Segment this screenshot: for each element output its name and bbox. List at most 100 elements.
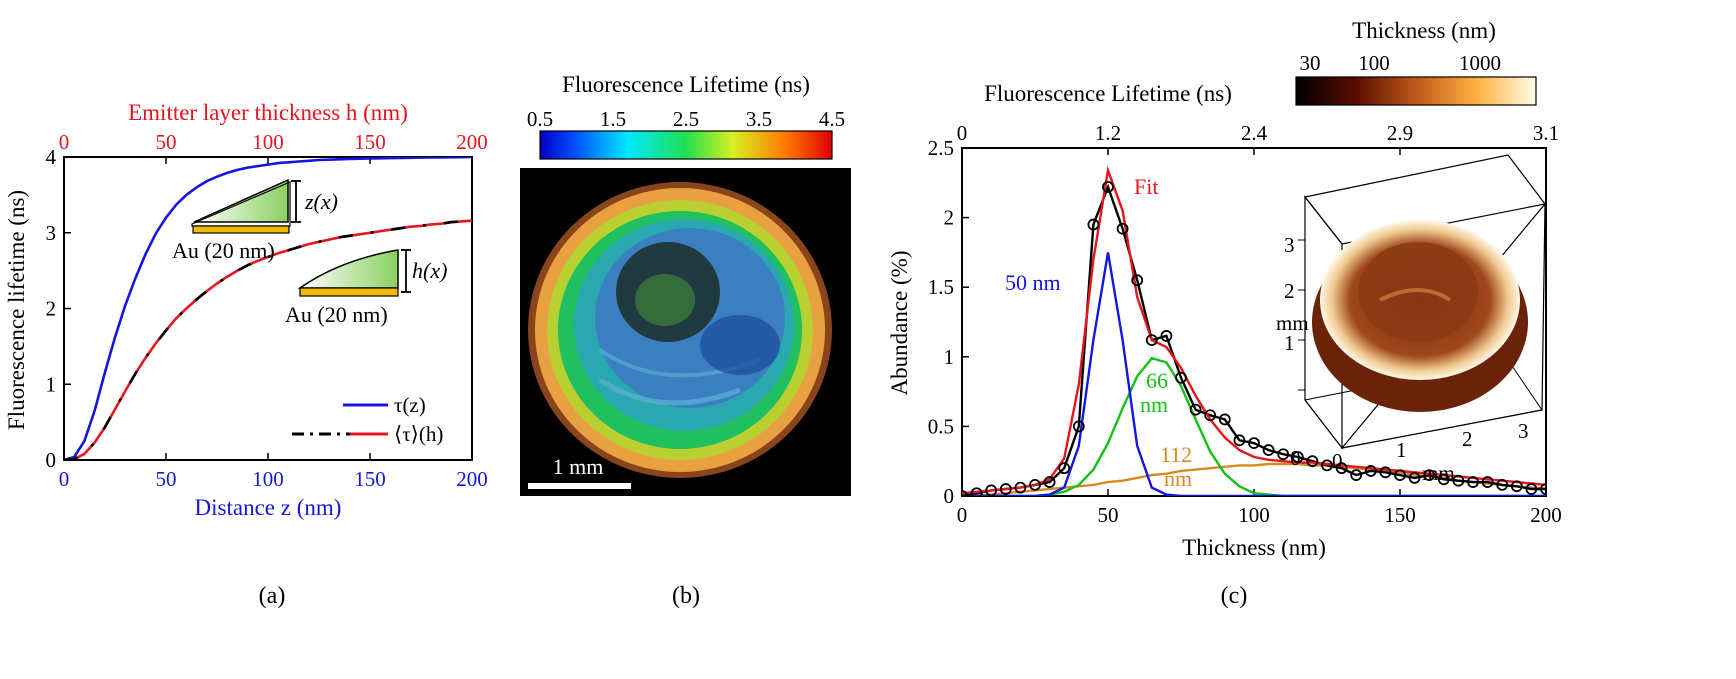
c-cb-tick-2: 1000 bbox=[1459, 51, 1501, 75]
a-x2tick-label: 150 bbox=[354, 130, 386, 154]
inset-y-tick-2: 2 bbox=[1284, 279, 1295, 303]
a-x2-ticks: 0 50 100 150 200 bbox=[59, 130, 488, 164]
inset-xlabel: mm bbox=[1422, 461, 1455, 485]
data-point bbox=[1394, 469, 1406, 482]
data-point bbox=[1248, 437, 1260, 450]
inset-h-base: Au (20 nm) bbox=[285, 302, 388, 327]
c-x2-ticks: 0 1.2 2.4 2.9 3.1 bbox=[957, 121, 1559, 155]
c-ytick-label: 0.5 bbox=[928, 414, 954, 438]
series-50-nm bbox=[962, 252, 1546, 496]
data-point bbox=[1087, 218, 1100, 231]
data-point bbox=[1262, 444, 1275, 456]
inset-z-base: Au (20 nm) bbox=[172, 238, 275, 263]
data-point bbox=[1350, 469, 1363, 482]
a-series bbox=[64, 157, 472, 460]
c-ylabel: Abundance (%) bbox=[887, 251, 912, 396]
b-cb-tick-3: 3.5 bbox=[746, 107, 772, 131]
c-x2tick-label: 2.4 bbox=[1241, 121, 1268, 145]
c-ytick-label: 2.5 bbox=[928, 136, 954, 160]
a-xlabel: Distance z (nm) bbox=[195, 495, 342, 520]
c-ytick-label: 1 bbox=[944, 345, 955, 369]
data-point bbox=[1043, 476, 1056, 488]
panel-label-a: (a) bbox=[259, 583, 286, 609]
panel-label-b: (b) bbox=[672, 583, 700, 609]
c-ytick-label: 0 bbox=[944, 484, 955, 508]
inset-y-tick-1: 1 bbox=[1284, 331, 1295, 355]
a-ytick-label: 0 bbox=[46, 448, 57, 472]
data-point bbox=[999, 483, 1012, 495]
c-xtick-label: 50 bbox=[1098, 503, 1119, 527]
annot-50nm: 50 nm bbox=[1005, 270, 1061, 295]
c-cb-tick-1: 100 bbox=[1358, 51, 1390, 75]
data-point bbox=[1379, 466, 1392, 479]
a-ytick-label: 2 bbox=[46, 297, 57, 321]
data-point bbox=[1408, 472, 1421, 484]
scalebar bbox=[528, 483, 631, 489]
panel-c: Thickness (nm) 30 100 1000 0 50 100 150 200 … bbox=[887, 18, 1562, 609]
data-point bbox=[1131, 274, 1144, 287]
b-colorbar-ticks: 0.5 1.5 2.5 3.5 4.5 bbox=[527, 107, 845, 131]
a-ytick-label: 1 bbox=[46, 372, 57, 396]
fluorescence-drop bbox=[528, 182, 832, 478]
gold-layer-1 bbox=[192, 225, 290, 234]
data-point bbox=[1481, 476, 1494, 488]
c-x-ticks: 0 50 100 150 200 bbox=[957, 489, 1562, 527]
data-point bbox=[1102, 181, 1114, 193]
a-xtick-label: 150 bbox=[354, 467, 386, 491]
data-point bbox=[1321, 459, 1333, 472]
c-xtick-label: 100 bbox=[1238, 503, 1270, 527]
data-point bbox=[1233, 434, 1246, 447]
c-y-ticks: 0 0.5 1 1.5 2 2.5 bbox=[928, 136, 969, 508]
inset-x-tick-0: 0 bbox=[1332, 449, 1343, 473]
legend-tau-h: ⟨τ⟩(h) bbox=[394, 422, 443, 446]
b-cb-tick-0: 0.5 bbox=[527, 107, 553, 131]
c-x2tick-label: 1.2 bbox=[1095, 121, 1121, 145]
c-xtick-label: 200 bbox=[1530, 503, 1562, 527]
annot-66nm: 66 nm bbox=[1140, 368, 1168, 417]
a-x-ticks: 0 50 100 150 200 bbox=[59, 453, 488, 491]
c-xtick-label: 0 bbox=[957, 503, 968, 527]
data-point bbox=[970, 487, 983, 496]
legend-tau-z: τ(z) bbox=[394, 393, 426, 417]
data-point bbox=[1189, 403, 1202, 416]
b-cb-tick-2: 2.5 bbox=[673, 107, 699, 131]
a-y-ticks: 0 1 2 3 4 bbox=[46, 145, 71, 472]
c-x2tick-label: 2.9 bbox=[1387, 121, 1413, 145]
a-x2tick-label: 0 bbox=[59, 130, 70, 154]
data-point bbox=[1291, 451, 1304, 463]
c-colorbar-title: Thickness (nm) bbox=[1352, 18, 1496, 43]
panel-a: 0 50 100 150 200 0 50 100 150 200 0 1 2 3 4 Distance… bbox=[4, 100, 488, 609]
data-point bbox=[1437, 473, 1450, 486]
inset-wedge-z: z(x) Au (20 nm) bbox=[172, 178, 338, 263]
c-x2tick-label: 0 bbox=[957, 121, 968, 145]
data-point bbox=[1218, 413, 1231, 426]
data-point bbox=[1423, 469, 1436, 482]
inset-x-tick-1: 1 bbox=[1396, 438, 1407, 462]
a-ylabel: Fluorescence lifetime (ns) bbox=[4, 190, 29, 430]
data-point bbox=[1116, 222, 1129, 235]
panel-b: Fluorescence Lifetime (ns) 0.5 1.5 2.5 3… bbox=[520, 72, 851, 609]
b-cb-tick-1: 1.5 bbox=[600, 107, 626, 131]
series-tau-z bbox=[64, 157, 472, 460]
data-point bbox=[1072, 420, 1085, 433]
inset-ylabel: mm bbox=[1276, 311, 1309, 335]
data-point bbox=[1204, 409, 1217, 422]
data-point bbox=[985, 484, 998, 496]
c-inset-3d: 3 2 mm 1 0 0 1 mm 2 3 bbox=[1276, 154, 1547, 485]
inset-y-tick-0: 0 bbox=[1290, 446, 1301, 470]
inset-h-label: h(x) bbox=[412, 258, 447, 283]
data-point bbox=[1540, 483, 1546, 495]
c-colorbar bbox=[1295, 76, 1537, 106]
series-tau-h-black bbox=[64, 219, 472, 460]
c-series bbox=[962, 165, 1546, 496]
series-66-nm bbox=[962, 356, 1546, 496]
a-xtick-label: 200 bbox=[456, 467, 488, 491]
a-x2tick-label: 100 bbox=[252, 130, 284, 154]
data-point bbox=[1452, 474, 1465, 487]
b-colorbar bbox=[539, 130, 833, 160]
c-ytick-label: 1.5 bbox=[928, 275, 954, 299]
annot-112nm: 112 nm bbox=[1160, 442, 1192, 491]
data-point bbox=[1058, 462, 1071, 475]
data-point bbox=[1335, 462, 1348, 475]
